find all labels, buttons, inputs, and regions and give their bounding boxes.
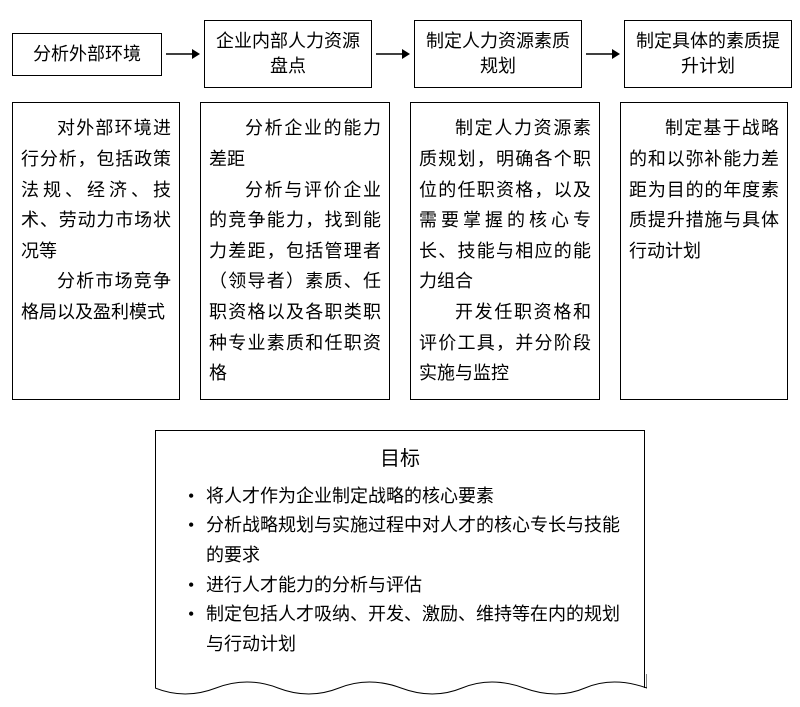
step-label: 制定人力资源素质规划 xyxy=(426,31,570,76)
detail-para: 分析企业的能力差距 xyxy=(209,113,381,174)
goal-list: 将人才作为企业制定战略的核心要素 分析战略规划与实施过程中对人才的核心专长与技能… xyxy=(176,482,624,660)
goal-item: 将人才作为企业制定战略的核心要素 xyxy=(188,482,624,512)
arrow-icon xyxy=(166,47,200,61)
detail-para: 制定基于战略的和以弥补能力差距为目的的年度素质提升措施与具体行动计划 xyxy=(629,113,779,266)
detail-row: 对外部环境进行分析，包括政策法规、经济、技术、劳动力市场状况等 分析市场竞争格局… xyxy=(12,102,788,399)
detail-box-3: 制定人力资源素质规划，明确各个职位的任职资格，以及需要掌握的核心专长、技能与相应… xyxy=(410,102,600,399)
arrow-icon xyxy=(586,47,620,61)
goal-item: 制定包括人才吸纳、开发、激励、维持等在内的规划与行动计划 xyxy=(188,600,624,659)
detail-box-2: 分析企业的能力差距 分析与评价企业的竞争能力，找到能力差距，包括管理者（领导者）… xyxy=(200,102,390,399)
step-label: 制定具体的素质提升计划 xyxy=(636,31,780,76)
step-label: 分析外部环境 xyxy=(33,44,141,64)
goal-item: 分析战略规划与实施过程中对人才的核心专长与技能的要求 xyxy=(188,511,624,570)
wavy-border-icon xyxy=(155,674,647,702)
detail-para: 分析市场竞争格局以及盈利模式 xyxy=(21,266,171,327)
step-box-4: 制定具体的素质提升计划 xyxy=(624,20,792,88)
goal-box: 目标 将人才作为企业制定战略的核心要素 分析战略规划与实施过程中对人才的核心专长… xyxy=(155,430,645,688)
detail-box-1: 对外部环境进行分析，包括政策法规、经济、技术、劳动力市场状况等 分析市场竞争格局… xyxy=(12,102,180,399)
step-box-3: 制定人力资源素质规划 xyxy=(414,20,582,88)
goal-title: 目标 xyxy=(176,443,624,476)
detail-para: 开发任职资格和评价工具，并分阶段实施与监控 xyxy=(419,297,591,389)
detail-para: 制定人力资源素质规划，明确各个职位的任职资格，以及需要掌握的核心专长、技能与相应… xyxy=(419,113,591,297)
step-box-1: 分析外部环境 xyxy=(12,33,162,76)
arrow-icon xyxy=(376,47,410,61)
goal-item: 进行人才能力的分析与评估 xyxy=(188,571,624,601)
detail-box-4: 制定基于战略的和以弥补能力差距为目的的年度素质提升措施与具体行动计划 xyxy=(620,102,788,399)
step-label: 企业内部人力资源盘点 xyxy=(216,31,360,76)
flow-row: 分析外部环境 企业内部人力资源盘点 制定人力资源素质规划 制定具体的素质提升计划 xyxy=(12,20,788,88)
detail-para: 对外部环境进行分析，包括政策法规、经济、技术、劳动力市场状况等 xyxy=(21,113,171,266)
step-box-2: 企业内部人力资源盘点 xyxy=(204,20,372,88)
goal-wrap: 目标 将人才作为企业制定战略的核心要素 分析战略规划与实施过程中对人才的核心专长… xyxy=(12,430,788,688)
detail-para: 分析与评价企业的竞争能力，找到能力差距，包括管理者（领导者）素质、任职资格以及各… xyxy=(209,175,381,389)
